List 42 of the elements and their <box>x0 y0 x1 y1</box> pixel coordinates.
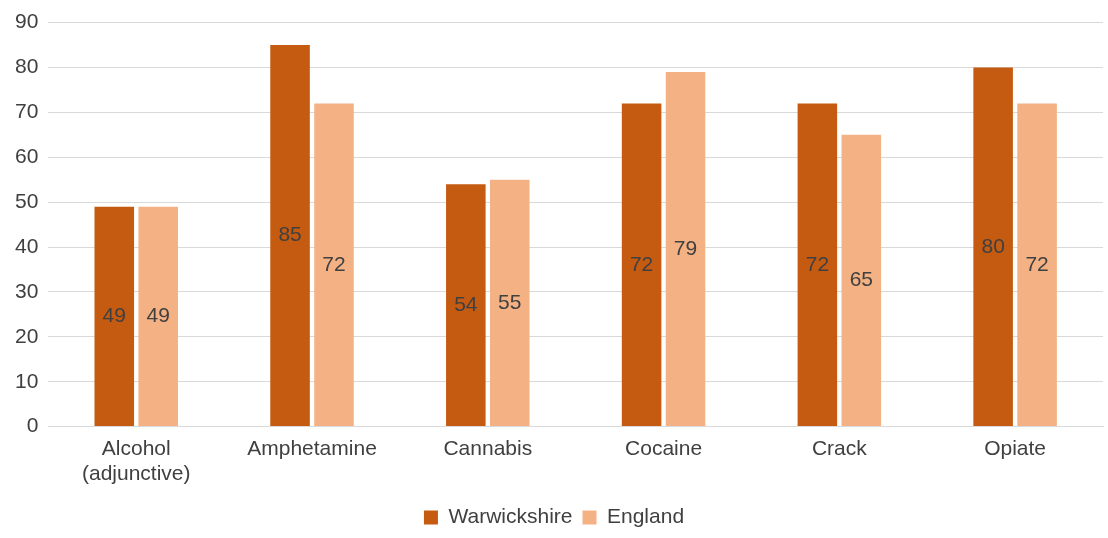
legend-label: Warwickshire <box>448 504 573 528</box>
bar <box>270 45 310 427</box>
data-label: 85 <box>278 222 302 246</box>
x-tick-label: Cannabis <box>443 436 533 459</box>
bar <box>973 67 1013 427</box>
x-tick-label: Amphetamine <box>247 436 377 459</box>
x-tick-label: Cocaine <box>625 436 703 459</box>
data-label: 72 <box>629 251 654 275</box>
y-tick-label: 80 <box>15 54 39 78</box>
data-label: 72 <box>322 251 346 275</box>
y-tick-label: 20 <box>15 323 39 347</box>
data-label: 72 <box>805 251 830 275</box>
bar <box>94 206 135 427</box>
bar <box>138 206 178 427</box>
data-label: 49 <box>102 303 126 327</box>
legend-label: England <box>607 504 685 528</box>
y-tick-label: 40 <box>15 233 39 257</box>
data-label: 54 <box>454 291 478 315</box>
bar <box>665 71 706 427</box>
data-label: 79 <box>673 235 698 259</box>
data-label: 49 <box>146 303 170 327</box>
bar <box>797 103 838 427</box>
data-label: 80 <box>981 233 1005 257</box>
y-tick-label: 60 <box>15 144 39 168</box>
bar <box>446 184 486 427</box>
y-tick-label: 30 <box>15 278 39 302</box>
bar <box>489 179 530 427</box>
data-label: 65 <box>849 267 873 291</box>
y-tick-label: 10 <box>15 368 39 392</box>
bar <box>621 103 662 427</box>
x-tick-label: Crack <box>811 436 868 459</box>
x-tick-label: Opiate <box>984 436 1047 459</box>
bar <box>314 103 354 427</box>
data-label: 72 <box>1025 251 1049 275</box>
y-tick-label: 50 <box>15 188 39 212</box>
y-tick-label: 0 <box>26 413 39 437</box>
x-tick-label: Alcohol (adjunctive) <box>81 436 191 485</box>
y-tick-label: 70 <box>15 99 39 123</box>
y-tick-label: 90 <box>15 9 39 33</box>
bar <box>841 134 882 427</box>
bar <box>1017 103 1057 427</box>
data-label: 55 <box>498 289 522 313</box>
